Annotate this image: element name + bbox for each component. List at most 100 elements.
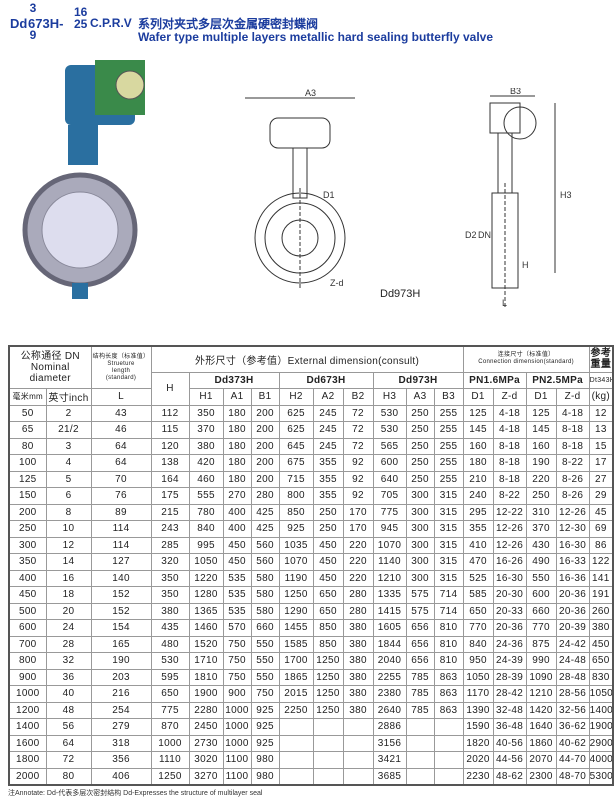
table-cell bbox=[312, 751, 344, 769]
table-cell: 750 bbox=[222, 652, 252, 670]
table-cell: 2730 bbox=[188, 734, 224, 752]
table-cell: 48-62 bbox=[492, 767, 527, 785]
header-connection: 连接尺寸（标准值） Connection dimension(standard) bbox=[462, 345, 590, 373]
table-row: 300 12 114 285 995 450 560 1035 450 220 1070 300 315… bbox=[8, 536, 614, 554]
label-l: L bbox=[502, 298, 507, 308]
table-cell: 215 bbox=[150, 503, 190, 521]
table-cell bbox=[433, 751, 464, 769]
table-cell: 1400 bbox=[8, 718, 47, 736]
table-cell: 1365 bbox=[188, 602, 224, 620]
table-cell: 72 bbox=[342, 437, 374, 455]
table-cell: 380 bbox=[588, 619, 614, 637]
model-code: Dd 3 673H- 9 16 25 C.P.R.V bbox=[10, 2, 140, 42]
table-cell: 280 bbox=[342, 586, 374, 604]
table-cell bbox=[278, 718, 314, 736]
table-row: 1000 40 216 650 1900 900 750 2015 1250 380 2380 785… bbox=[8, 685, 614, 703]
table-cell: 18 bbox=[45, 586, 92, 604]
table-cell: 200 bbox=[250, 454, 280, 472]
table-cell: 220 bbox=[342, 553, 374, 571]
table-cell: 2300 bbox=[525, 767, 557, 785]
table-cell: 295 bbox=[462, 503, 494, 521]
table-cell: 780 bbox=[188, 503, 224, 521]
table-cell: 170 bbox=[342, 520, 374, 538]
table-cell: 750 bbox=[222, 635, 252, 653]
table-cell: 550 bbox=[525, 569, 557, 587]
table-cell: 1844 bbox=[372, 635, 407, 653]
table-cell: 530 bbox=[372, 421, 407, 439]
table-cell: 3270 bbox=[188, 767, 224, 785]
table-cell: 8-18 bbox=[555, 421, 590, 439]
table-cell: 380 bbox=[342, 652, 374, 670]
table-cell: 180 bbox=[222, 454, 252, 472]
table-cell: 810 bbox=[433, 619, 464, 637]
table-cell: 17 bbox=[588, 454, 614, 472]
table-cell: 1400 bbox=[588, 701, 614, 719]
table-cell: 450 bbox=[588, 635, 614, 653]
table-cell: 64 bbox=[45, 734, 92, 752]
table-cell: 145 bbox=[525, 421, 557, 439]
table-cell: 480 bbox=[150, 635, 190, 653]
table-cell: 370 bbox=[188, 421, 224, 439]
table-cell: 980 bbox=[250, 751, 280, 769]
table-cell: 36-62 bbox=[555, 718, 590, 736]
table-cell: 350 bbox=[150, 586, 190, 604]
table-cell: 500 bbox=[8, 602, 47, 620]
header-external: 外形尺寸（参考值）External dimension(consult) bbox=[150, 345, 464, 373]
table-cell: 1640 bbox=[525, 718, 557, 736]
table-cell: 2450 bbox=[188, 718, 224, 736]
table-cell: 1585 bbox=[278, 635, 314, 653]
title-english: Wafer type multiple layers metallic hard… bbox=[138, 30, 494, 44]
table-cell: 650 bbox=[462, 602, 494, 620]
table-cell: 122 bbox=[588, 553, 614, 571]
header-dd973h: Dd973H bbox=[372, 371, 464, 389]
table-cell: 20-30 bbox=[492, 586, 527, 604]
table-cell: 530 bbox=[150, 652, 190, 670]
table-cell: 4 bbox=[45, 454, 92, 472]
table-cell: 900 bbox=[8, 668, 47, 686]
table-cell: 180 bbox=[462, 454, 494, 472]
model-suffix: C.P.R.V bbox=[90, 16, 132, 30]
table-cell: 900 bbox=[222, 685, 252, 703]
table-cell: 1800 bbox=[8, 751, 47, 769]
table-cell: 32-56 bbox=[555, 701, 590, 719]
label-zd: Z-d bbox=[330, 278, 344, 288]
table-cell: 700 bbox=[8, 635, 47, 653]
table-cell: 127 bbox=[90, 553, 152, 571]
table-cell: 44-56 bbox=[492, 751, 527, 769]
table-cell: 400 bbox=[222, 503, 252, 521]
header-b1: B1 bbox=[250, 388, 280, 406]
table-cell: 315 bbox=[433, 553, 464, 571]
table-cell: 1000 bbox=[8, 685, 47, 703]
table-cell: 750 bbox=[250, 685, 280, 703]
table-cell: 20-36 bbox=[555, 586, 590, 604]
table-cell: 32-48 bbox=[492, 701, 527, 719]
table-cell: 850 bbox=[312, 635, 344, 653]
table-cell bbox=[433, 718, 464, 736]
table-row: 1800 72 356 1110 3020 1100 980 3421 2020 44-56 207… bbox=[8, 751, 614, 769]
table-cell: 190 bbox=[525, 454, 557, 472]
table-cell: 114 bbox=[90, 536, 152, 554]
table-cell: 36-48 bbox=[492, 718, 527, 736]
table-cell: 1900 bbox=[588, 718, 614, 736]
table-cell: 12-26 bbox=[492, 520, 527, 538]
table-cell: 875 bbox=[525, 635, 557, 653]
header-h: H bbox=[150, 371, 190, 406]
table-row: 500 20 152 380 1365 535 580 1290 650 280 1415 575 71… bbox=[8, 602, 614, 620]
label-h: H bbox=[522, 260, 529, 270]
table-cell: 69 bbox=[588, 520, 614, 538]
table-cell: 24-48 bbox=[555, 652, 590, 670]
table-cell: 279 bbox=[90, 718, 152, 736]
table-cell: 190 bbox=[90, 652, 152, 670]
table-cell: 2020 bbox=[462, 751, 494, 769]
table-cell: 863 bbox=[433, 701, 464, 719]
model-mid: 673H- bbox=[28, 16, 64, 31]
label-b3: B3 bbox=[510, 88, 521, 96]
table-cell: 450 bbox=[312, 569, 344, 587]
table-cell: 280 bbox=[250, 487, 280, 505]
table-cell: 220 bbox=[525, 470, 557, 488]
table-cell: 1520 bbox=[188, 635, 224, 653]
table-cell: 315 bbox=[433, 569, 464, 587]
table-row: 250 10 114 243 840 400 425 925 250 170 945 300 315 35… bbox=[8, 520, 614, 538]
table-cell: 65 bbox=[8, 421, 47, 439]
header-inch: 英寸inch bbox=[45, 388, 92, 406]
